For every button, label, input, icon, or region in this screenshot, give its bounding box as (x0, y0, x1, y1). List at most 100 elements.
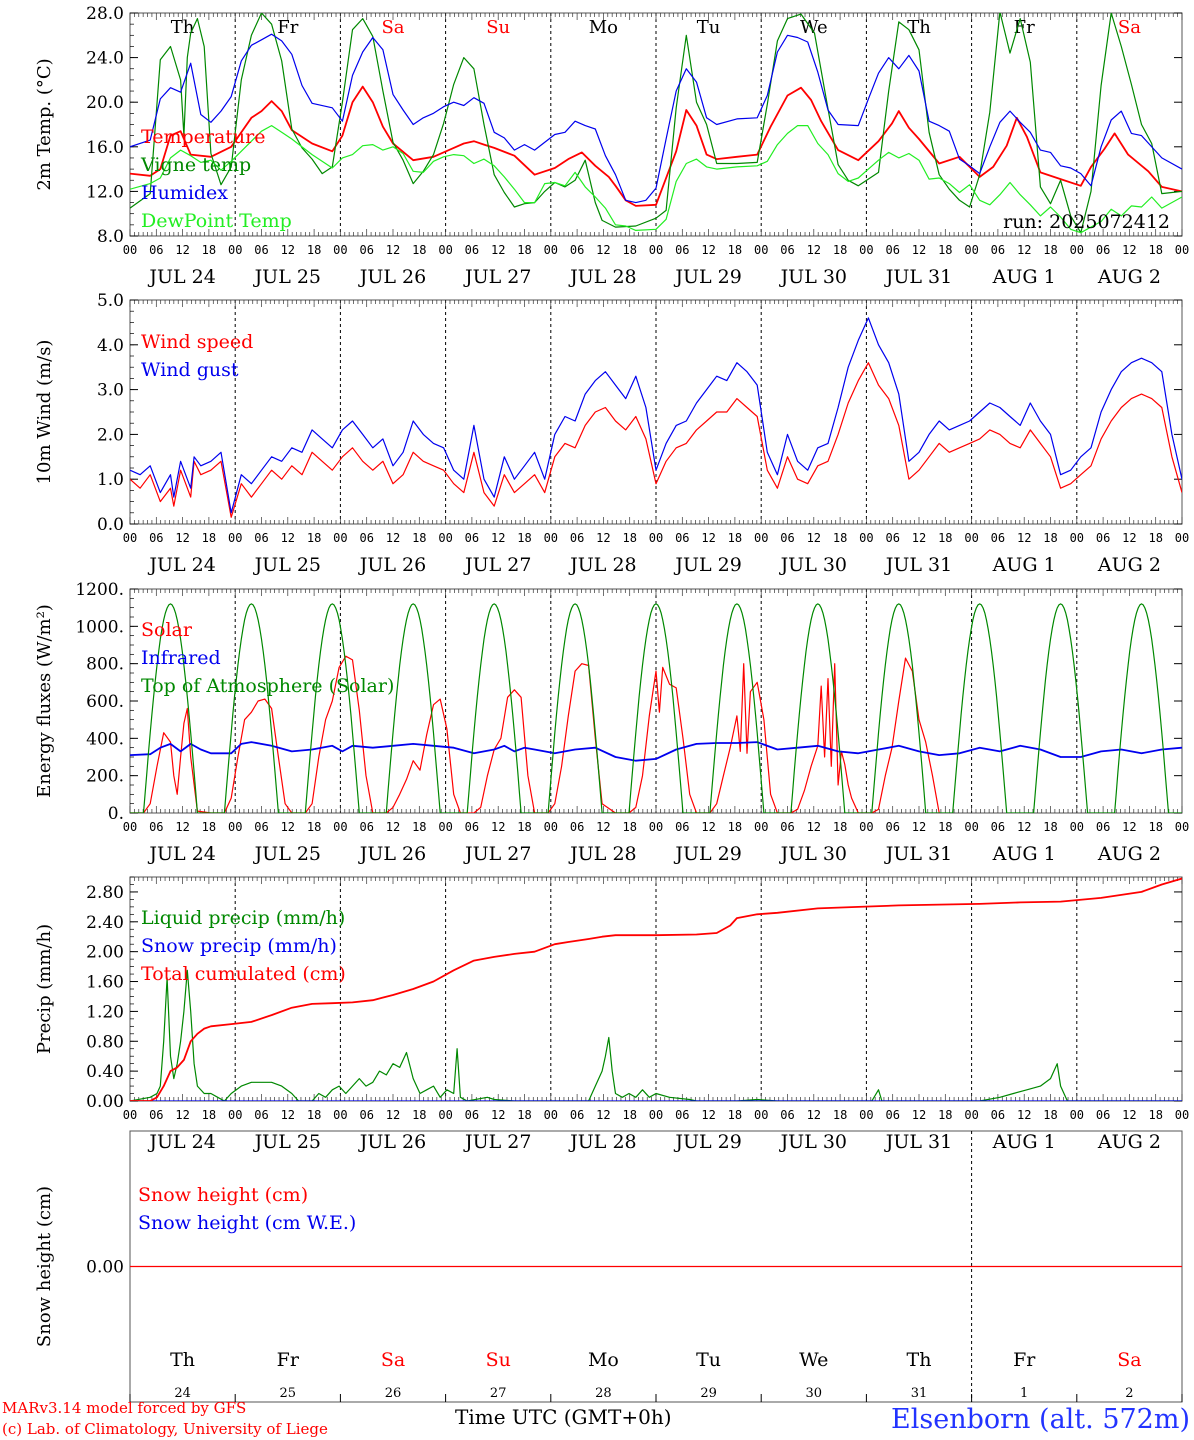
hour-tick-label: 18 (202, 820, 216, 834)
run-label: run: 2025072412 (1003, 211, 1170, 233)
weekday-label: We (799, 1349, 828, 1371)
date-label: AUG 1 (992, 554, 1056, 576)
hour-tick-label: 18 (622, 243, 636, 257)
hour-tick-label: 18 (202, 531, 216, 545)
hour-tick-label: 18 (833, 820, 847, 834)
hour-tick-label: 18 (1043, 531, 1057, 545)
hour-tick-label: 06 (885, 531, 899, 545)
weekday-label: Th (170, 1349, 195, 1371)
date-label: AUG 2 (1097, 843, 1161, 865)
hour-tick-label: 06 (465, 531, 479, 545)
lab-credit: (c) Lab. of Climatology, University of L… (2, 1420, 328, 1438)
y-axis-label: 10m Wind (m/s) (34, 340, 55, 485)
hour-tick-label: 06 (570, 243, 584, 257)
hour-tick-label: 12 (386, 531, 400, 545)
hour-tick-label: 18 (517, 243, 531, 257)
day-number-label: 27 (490, 1386, 507, 1401)
series-line (130, 362, 1182, 518)
series-line (130, 969, 1182, 1101)
hour-tick-label: 18 (833, 243, 847, 257)
hour-tick-label: 18 (1043, 1108, 1057, 1122)
y-tick-label: 1.0 (97, 470, 124, 490)
legend-entry: Vigne temp (140, 154, 251, 176)
date-label: JUL 30 (779, 1131, 847, 1153)
y-tick-label: 1200. (75, 580, 124, 600)
hour-tick-label: 18 (938, 531, 952, 545)
weekday-label: Th (907, 17, 931, 38)
y-tick-label: 1.20 (86, 1002, 124, 1022)
hour-tick-label: 18 (307, 820, 321, 834)
hour-tick-label: 06 (780, 820, 794, 834)
date-label: JUL 28 (568, 843, 636, 865)
model-credit: MARv3.14 model forced by GFS (2, 1399, 246, 1417)
hour-labels: 00 06 12 18 JUL 24 00 06 12 18 JUL 25 00 06 12 18 JUL … (123, 243, 1189, 288)
hour-tick-label: 12 (175, 531, 189, 545)
day-number-label: 24 (174, 1386, 191, 1401)
y-ticks: 0. 200. 400. 600. 800. 1000. 1200. (75, 580, 1182, 824)
hour-tick-label: 06 (780, 243, 794, 257)
y-axis-label: Precip (mm/h) (34, 924, 55, 1054)
weekday-label: Fr (277, 17, 298, 38)
panel-snow: 0.00 Snow height (cm) Snow height (cm) Snow… (34, 1130, 1183, 1403)
series-line (130, 125, 1182, 234)
hour-tick-label: 12 (386, 1108, 400, 1122)
hour-tick-label: 12 (1122, 243, 1136, 257)
hour-tick-label: 06 (1096, 1108, 1110, 1122)
hour-tick-label: 00 (333, 243, 347, 257)
hour-tick-label: 00 (1070, 243, 1084, 257)
hour-tick-label: 00 (1175, 1108, 1189, 1122)
hour-tick-label: 18 (517, 820, 531, 834)
series-group (130, 317, 1182, 518)
hour-tick-label: 06 (1096, 820, 1110, 834)
y-tick-label: 2.40 (86, 913, 124, 933)
run-info: run: 2025072412 (1003, 211, 1170, 233)
hour-tick-label: 00 (333, 820, 347, 834)
hour-tick-label: 12 (596, 243, 610, 257)
hour-tick-label: 00 (228, 820, 242, 834)
y-ticks: 0.0 1.0 2.0 3.0 4.0 5.0 (97, 291, 1182, 535)
hour-tick-label: 00 (1175, 531, 1189, 545)
weekday-label: Sa (1118, 17, 1141, 38)
hour-tick-label: 06 (1096, 243, 1110, 257)
hour-tick-label: 18 (622, 820, 636, 834)
date-label: JUL 29 (673, 554, 741, 576)
hour-tick-label: 06 (465, 1108, 479, 1122)
hour-tick-label: 00 (649, 531, 663, 545)
hour-tick-label: 00 (544, 820, 558, 834)
hour-tick-label: 12 (701, 243, 715, 257)
legend-entry: Snow precip (mm/h) (141, 935, 337, 957)
hour-tick-label: 18 (728, 820, 742, 834)
hour-tick-label: 00 (1070, 531, 1084, 545)
hour-tick-label: 00 (859, 1108, 873, 1122)
day-number-label: 31 (911, 1386, 928, 1401)
y-ticks: 0.00 (86, 1258, 1182, 1278)
y-tick-label: 2.80 (86, 883, 124, 903)
date-label: JUL 25 (253, 266, 321, 288)
date-label: JUL 27 (463, 266, 531, 288)
y-tick-label: 0.80 (86, 1032, 124, 1052)
hour-ticks (129, 300, 1183, 524)
y-tick-label: 2.00 (86, 943, 124, 963)
hour-tick-label: 00 (438, 243, 452, 257)
hour-tick-label: 12 (281, 820, 295, 834)
hour-tick-label: 18 (1043, 243, 1057, 257)
hour-tick-label: 00 (123, 1108, 137, 1122)
date-label: AUG 2 (1097, 554, 1161, 576)
plot-frame (129, 588, 1183, 814)
hour-ticks (129, 13, 1183, 236)
y-ticks: 8.0 12.0 16.0 20.0 24.0 28.0 (86, 4, 1182, 247)
hour-tick-label: 12 (281, 531, 295, 545)
y-tick-label: 400. (86, 729, 124, 749)
hour-tick-label: 18 (412, 1108, 426, 1122)
hour-tick-label: 00 (438, 820, 452, 834)
date-label: JUL 28 (568, 1131, 636, 1153)
hour-tick-label: 12 (912, 820, 926, 834)
legend-entry: Snow height (cm W.E.) (138, 1212, 356, 1234)
hour-tick-label: 06 (991, 1108, 1005, 1122)
hour-tick-label: 00 (544, 531, 558, 545)
hour-tick-label: 00 (333, 1108, 347, 1122)
hour-tick-label: 12 (1017, 820, 1031, 834)
hour-tick-label: 18 (728, 1108, 742, 1122)
series-line (130, 655, 940, 813)
hour-tick-label: 12 (701, 531, 715, 545)
